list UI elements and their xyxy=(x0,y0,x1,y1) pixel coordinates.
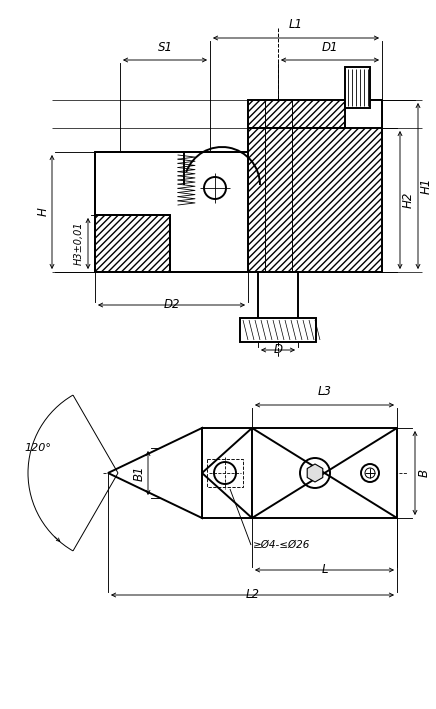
Text: S1: S1 xyxy=(157,41,173,54)
Polygon shape xyxy=(248,100,382,128)
Text: H: H xyxy=(37,208,50,216)
Polygon shape xyxy=(345,67,370,108)
Polygon shape xyxy=(307,464,323,482)
Text: L2: L2 xyxy=(245,588,259,601)
Text: L1: L1 xyxy=(289,18,303,31)
Text: D: D xyxy=(273,343,283,356)
Polygon shape xyxy=(240,318,316,342)
Text: B: B xyxy=(418,469,430,477)
Polygon shape xyxy=(95,152,248,272)
Text: L: L xyxy=(321,563,328,576)
Text: L3: L3 xyxy=(317,385,331,398)
Polygon shape xyxy=(248,100,382,272)
Text: B1: B1 xyxy=(133,465,146,481)
Text: 120°: 120° xyxy=(24,443,51,453)
Text: D2: D2 xyxy=(163,298,180,311)
Text: ≥Ø4-≤Ø26: ≥Ø4-≤Ø26 xyxy=(253,540,310,550)
Text: D1: D1 xyxy=(322,41,338,54)
Polygon shape xyxy=(202,428,397,518)
Text: H2: H2 xyxy=(402,192,415,208)
Text: H1: H1 xyxy=(419,178,433,194)
Text: H3±0,01: H3±0,01 xyxy=(74,222,84,265)
Polygon shape xyxy=(95,215,170,272)
Polygon shape xyxy=(258,272,298,332)
Polygon shape xyxy=(108,428,202,518)
